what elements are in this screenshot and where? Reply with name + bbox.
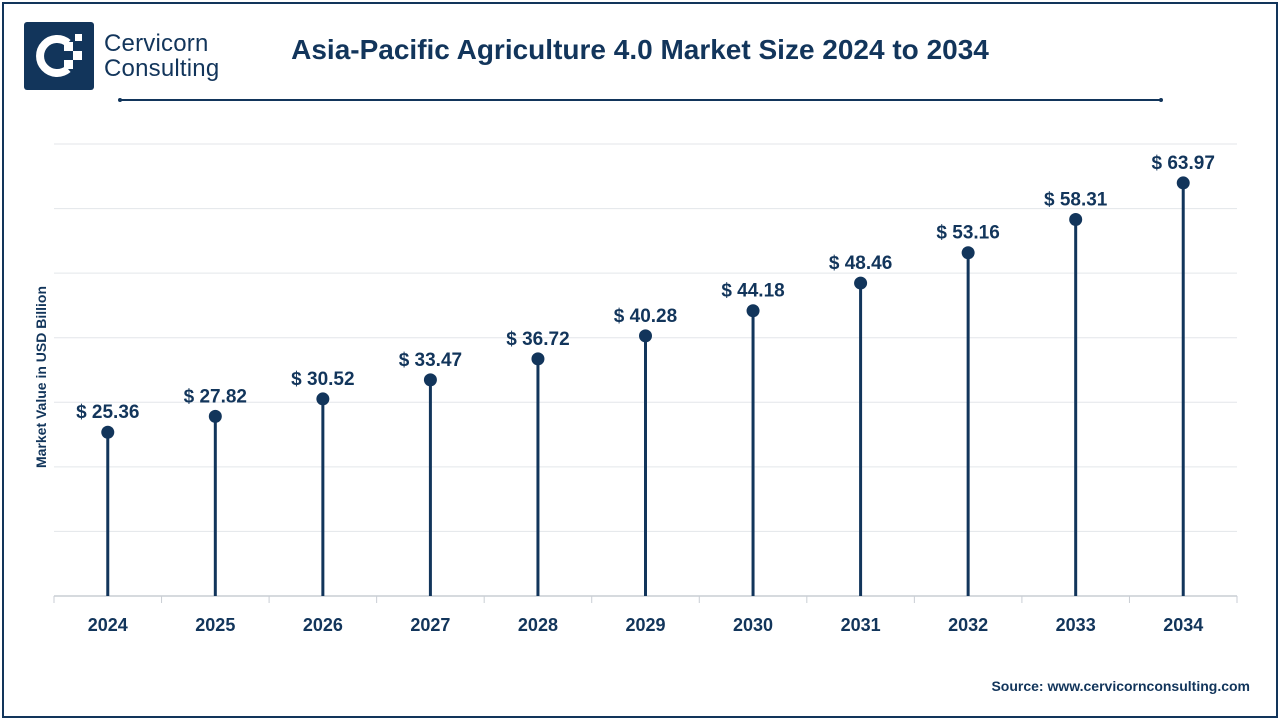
data-point	[1176, 176, 1190, 190]
data-point	[1069, 212, 1083, 226]
data-point	[854, 276, 868, 290]
logo-line-1: Cervicorn	[104, 30, 209, 57]
data-point	[639, 329, 652, 343]
x-tick-label: 2025	[195, 615, 235, 635]
data-point	[746, 304, 760, 318]
x-tick-label: 2034	[1163, 615, 1203, 635]
x-tick-label: 2032	[948, 615, 988, 635]
chart-title: Asia-Pacific Agriculture 4.0 Market Size…	[291, 34, 989, 65]
data-label: $ 40.28	[614, 306, 677, 327]
data-point	[423, 373, 437, 387]
x-tick-label: 2029	[625, 615, 665, 635]
source-note: Source: www.cervicornconsulting.com	[991, 678, 1250, 694]
logo-line-2: Consulting	[104, 55, 220, 82]
data-label: $ 30.52	[291, 369, 354, 390]
data-label: $ 27.82	[184, 386, 247, 407]
x-tick-label: 2024	[88, 615, 128, 635]
x-tick-label: 2027	[410, 615, 450, 635]
cervicorn-logo-icon	[24, 22, 94, 90]
data-point	[316, 392, 330, 406]
logo: Cervicorn Consulting	[24, 22, 219, 90]
data-label: $ 44.18	[721, 281, 784, 302]
x-tick-label: 2031	[841, 615, 881, 635]
x-tick-label: 2033	[1056, 615, 1096, 635]
x-tick-label: 2030	[733, 615, 773, 635]
data-label: $ 53.16	[936, 223, 999, 244]
data-label: $ 33.47	[399, 350, 462, 371]
data-point	[101, 425, 115, 439]
data-label: $ 25.36	[76, 402, 139, 423]
data-point	[531, 352, 545, 366]
data-label: $ 63.97	[1152, 153, 1215, 174]
x-tick-label: 2026	[303, 615, 343, 635]
data-label: $ 48.46	[829, 253, 892, 274]
data-point	[208, 409, 222, 423]
data-point	[961, 246, 975, 260]
data-label: $ 58.31	[1044, 189, 1108, 210]
data-label: $ 36.72	[506, 329, 569, 350]
x-tick-label: 2028	[518, 615, 558, 635]
title-rule	[118, 98, 1163, 102]
